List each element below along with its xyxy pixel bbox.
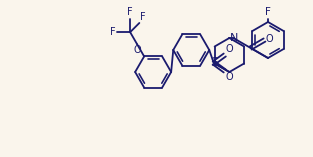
Text: F: F [110,27,115,37]
Text: N: N [230,33,239,43]
Text: O: O [265,34,273,44]
Text: F: F [140,12,146,22]
Text: S: S [210,57,218,70]
Text: O: O [133,45,141,55]
Text: O: O [226,44,233,54]
Text: O: O [226,72,233,82]
Text: F: F [127,7,133,17]
Text: F: F [265,7,271,17]
